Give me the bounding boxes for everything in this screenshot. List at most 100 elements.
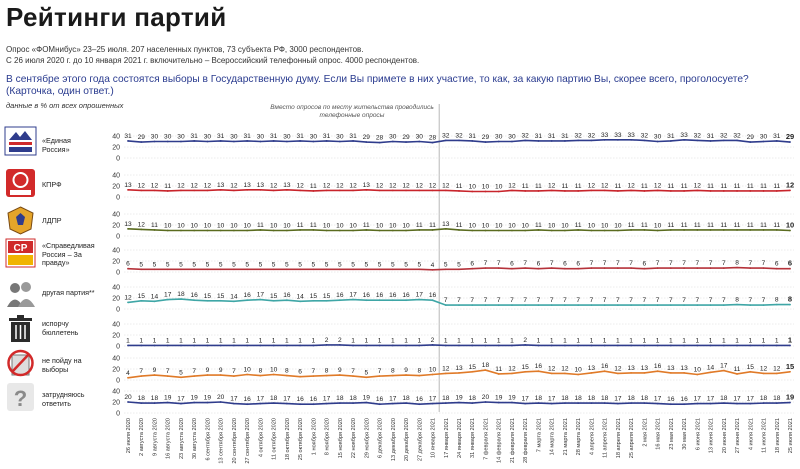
data-point <box>325 402 328 405</box>
data-point <box>299 229 302 231</box>
data-label: 19 <box>508 395 516 402</box>
data-point <box>603 267 606 270</box>
data-point <box>206 299 209 302</box>
data-label: 5 <box>139 261 143 268</box>
svg-text:СР: СР <box>14 243 28 254</box>
data-label: 12 <box>270 182 278 189</box>
x-tick-label: 7 февраля 2021 <box>483 418 489 460</box>
data-label: 11 <box>628 222 635 229</box>
data-point <box>153 268 156 271</box>
data-label: 1 <box>139 337 143 344</box>
data-label: 10 <box>469 184 477 191</box>
data-point <box>338 402 341 404</box>
data-point <box>709 229 712 231</box>
data-point <box>193 140 196 142</box>
data-point <box>471 267 474 270</box>
survey-note-2: С 26 июля 2020 г. до 10 января 2021 г. в… <box>6 56 420 65</box>
data-point <box>206 229 209 232</box>
data-label: 16 <box>363 292 371 299</box>
data-point <box>524 190 527 192</box>
data-label: 1 <box>312 337 316 344</box>
data-label: 11 <box>773 222 780 229</box>
data-point <box>405 268 407 271</box>
data-label: 11 <box>641 183 648 190</box>
data-label: 11 <box>164 183 171 190</box>
data-label: 1 <box>603 337 607 344</box>
data-label: 18 <box>469 395 477 402</box>
data-point <box>616 229 619 232</box>
data-label: 1 <box>245 337 249 344</box>
data-point <box>696 229 699 231</box>
data-label: 7 <box>722 260 726 267</box>
data-label: 2 <box>338 337 342 344</box>
data-point <box>616 372 619 375</box>
data-point <box>749 190 752 192</box>
data-point <box>180 189 182 192</box>
data-point <box>722 304 725 307</box>
data-label: 12 <box>588 182 596 189</box>
data-point <box>458 139 460 142</box>
data-label: 18 <box>402 395 410 402</box>
data-label: 1 <box>364 337 368 344</box>
data-label: 14 <box>230 293 238 300</box>
data-point <box>696 344 699 347</box>
y-tick-label: 20 <box>112 223 120 230</box>
data-label: 10 <box>548 223 556 230</box>
data-point <box>590 189 593 192</box>
data-point <box>511 344 513 347</box>
data-point <box>603 229 606 232</box>
data-point <box>537 190 540 192</box>
question-icon: ? <box>7 383 34 411</box>
data-label: 1 <box>404 337 408 344</box>
data-point <box>537 402 540 404</box>
data-label: 5 <box>166 261 170 268</box>
data-label: 11 <box>561 183 568 190</box>
data-point <box>497 344 500 347</box>
data-label: 11 <box>667 222 674 229</box>
data-label: 11 <box>720 183 727 190</box>
data-point <box>656 402 659 405</box>
data-label: 12 <box>654 182 662 189</box>
data-label: 11 <box>575 183 582 190</box>
data-label: 12 <box>442 182 450 189</box>
y-tick-label: 40 <box>112 389 120 396</box>
data-point <box>418 403 421 406</box>
data-label: 18 <box>627 395 635 402</box>
data-label: 12 <box>601 182 609 189</box>
data-point <box>431 189 434 192</box>
data-point <box>325 344 328 346</box>
data-label: 1 <box>206 337 210 344</box>
data-label: 1 <box>444 337 448 344</box>
data-point <box>444 304 447 307</box>
data-label: 8 <box>391 368 395 375</box>
data-point <box>418 344 421 347</box>
data-point <box>272 402 275 404</box>
data-point <box>312 375 315 378</box>
y-tick-label: 20 <box>112 259 120 266</box>
data-label: 12 <box>416 182 424 189</box>
data-label: 5 <box>325 261 329 268</box>
data-label: 1 <box>656 337 660 344</box>
data-label: 18 <box>138 395 146 402</box>
data-point <box>193 189 196 192</box>
data-label: 16 <box>243 396 251 403</box>
data-point <box>537 140 540 142</box>
data-point <box>550 140 553 142</box>
x-tick-label: 1 ноября 2020 <box>311 418 317 455</box>
data-point <box>431 268 434 271</box>
data-point <box>656 267 659 270</box>
data-point <box>643 190 646 192</box>
data-label: 1 <box>629 337 633 344</box>
data-label: 15 <box>310 293 318 300</box>
data-point <box>272 344 275 347</box>
data-point <box>789 229 791 232</box>
data-label: 10 <box>230 223 238 230</box>
data-label: 12 <box>138 182 146 189</box>
data-label: 12 <box>376 182 384 189</box>
data-point <box>683 138 685 141</box>
data-label: 17 <box>522 396 530 403</box>
y-tick-label: 0 <box>116 411 120 418</box>
data-point <box>524 344 527 346</box>
data-point <box>140 189 143 192</box>
data-point <box>352 344 354 347</box>
